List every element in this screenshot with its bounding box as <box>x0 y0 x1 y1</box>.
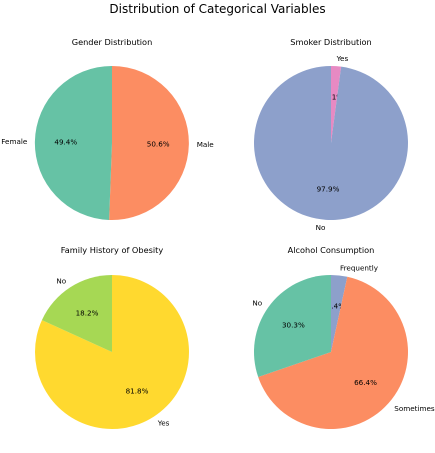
pie-title: Smoker Distribution <box>290 37 371 47</box>
pie-title: Gender Distribution <box>72 37 153 47</box>
pie-slice-yes <box>34 275 189 429</box>
pie-slice-sometimes <box>258 276 408 430</box>
pie-percent-yes: 2.1% <box>325 92 343 101</box>
pie-title: Family History of Obesity <box>61 245 164 255</box>
pie-label-female: Female <box>1 137 28 146</box>
pie-slice-no <box>253 66 408 220</box>
pie-label-no: No <box>316 223 326 232</box>
pie-label-male: Male <box>197 140 215 149</box>
pie-title: Alcohol Consumption <box>288 245 375 255</box>
pie-label-no: No <box>252 298 262 307</box>
pie-chart-3: Family History of Obesity Yes 81.8% No 18.2% <box>34 245 189 429</box>
pie-chart-1: Gender Distribution Male 50.6% Female 49.4% <box>1 37 214 220</box>
pie-label-sometimes: Sometimes <box>394 404 435 413</box>
pie-percent-no: 18.2% <box>76 309 99 318</box>
pie-percent-no: 30.3% <box>282 321 305 330</box>
pie-label-no: No <box>56 276 66 285</box>
pie-chart-4: Alcohol Consumption Frequently 3.4% Sometim… <box>252 245 435 430</box>
pie-slice-no <box>41 275 112 352</box>
pie-label-yes: Yes <box>336 54 349 63</box>
figure-title: Distribution of Categorical Variables <box>109 2 325 16</box>
pie-percent-yes: 81.8% <box>126 386 149 395</box>
pie-percent-frequently: 3.4% <box>327 302 345 311</box>
pie-percent-female: 49.4% <box>54 138 77 147</box>
pie-slice-female <box>34 65 113 220</box>
pie-percent-no: 97.9% <box>317 185 340 194</box>
pie-chart-2: Smoker Distribution Yes 2.1% No 97.9% <box>253 37 408 232</box>
pie-slice-yes <box>331 66 342 143</box>
pie-slice-no <box>253 275 331 378</box>
pie-slice-frequently <box>331 275 348 352</box>
pie-slice-male <box>109 66 189 220</box>
pie-percent-male: 50.6% <box>147 139 170 148</box>
pie-label-frequently: Frequently <box>340 263 379 272</box>
pie-percent-sometimes: 66.4% <box>354 378 377 387</box>
pie-label-yes: Yes <box>157 419 170 428</box>
